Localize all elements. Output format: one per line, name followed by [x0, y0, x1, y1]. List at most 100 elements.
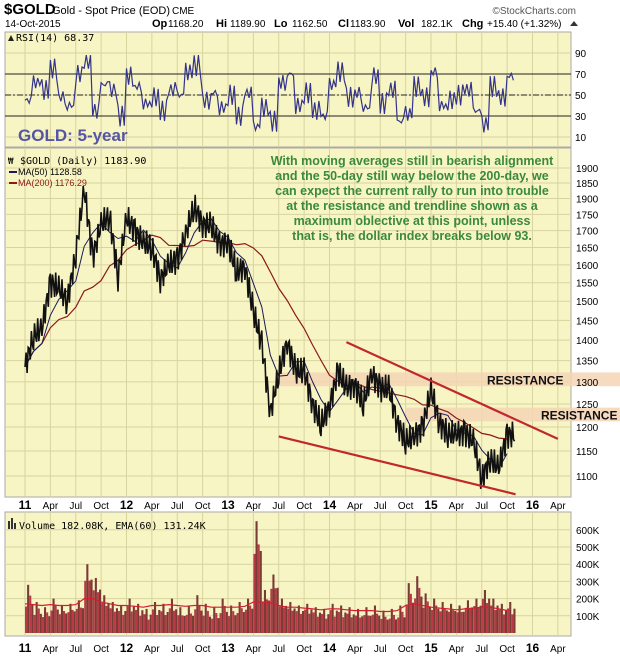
volume-bar [37, 608, 40, 633]
volume-bar [80, 607, 83, 633]
volume-bar [308, 613, 311, 633]
volume-bar [266, 599, 269, 633]
volume-bar [485, 603, 488, 633]
volume-bar [166, 612, 169, 633]
volume-bar [386, 619, 389, 633]
volume-value: 182.1K [421, 19, 453, 30]
volume-bar [90, 579, 93, 633]
rsi-panel [4, 31, 572, 148]
volume-bar [291, 610, 294, 633]
x-tick-label: Oct [398, 644, 414, 655]
volume-bar [126, 605, 129, 633]
price-tick-label: 1700 [576, 227, 599, 238]
up-arrow-icon [570, 21, 578, 26]
volume-bar [255, 521, 258, 633]
volume-bar [192, 615, 195, 633]
volume-bar [359, 617, 362, 633]
volume-bar [196, 595, 199, 633]
volume-bar [496, 605, 499, 633]
volume-bar [223, 605, 226, 633]
x-tick-label: Apr [144, 644, 160, 655]
volume-bar [335, 610, 338, 633]
volume-bar [200, 610, 203, 633]
x-tick-label: 11 [19, 498, 32, 512]
price-tick-label: 1250 [576, 400, 599, 411]
volume-bar [164, 615, 167, 633]
volume-bar [346, 613, 349, 633]
volume-bar [369, 615, 372, 633]
price-tick-label: 1400 [576, 336, 599, 347]
volume-bar [450, 603, 453, 633]
x-tick-label: Oct [195, 501, 211, 512]
x-tick-label: 16 [526, 641, 540, 655]
volume-bar [278, 606, 281, 633]
volume-tick-label: 400K [576, 560, 600, 571]
x-tick-label: 14 [323, 498, 337, 512]
rsi-tick-label: 50 [575, 91, 587, 102]
x-tick-label: 14 [323, 641, 337, 655]
volume-bar [445, 610, 448, 633]
x-tick-label: Jul [374, 501, 387, 512]
x-tick-label: 16 [526, 498, 540, 512]
volume-bar [54, 605, 57, 633]
volume-bar [299, 613, 302, 633]
volume-bar [405, 604, 408, 633]
volume-bar [295, 611, 298, 633]
volume-bar [251, 608, 254, 633]
symbol: $GOLD [4, 1, 56, 18]
volume-bar [411, 602, 414, 633]
volume-bar [118, 611, 121, 633]
x-tick-label: 11 [19, 641, 32, 655]
rsi-legend: RSI(14) 68.37 [16, 33, 94, 44]
volume-bar [185, 614, 188, 633]
volume-bar [109, 608, 112, 633]
volume-bar [471, 607, 474, 633]
annotation-line: can expect the current rally to run into… [275, 184, 549, 198]
x-tick-label: Apr [550, 644, 566, 655]
volume-bar [99, 589, 102, 633]
x-tick-label: Jul [171, 501, 184, 512]
x-tick-label: Oct [499, 501, 515, 512]
volume-bar [141, 610, 144, 633]
x-tick-label: Jul [171, 644, 184, 655]
price-legend: $GOLD (Daily) 1183.90 [20, 156, 146, 167]
instrument-name: Gold - Spot Price (EOD) [52, 5, 170, 17]
x-tick-label: Apr [347, 644, 363, 655]
volume-bar [206, 610, 209, 633]
x-tick-label: Oct [296, 644, 312, 655]
change-label: Chg [462, 18, 483, 30]
volume-bar [105, 605, 108, 633]
volume-bar [409, 593, 412, 633]
x-tick-label: Oct [195, 644, 211, 655]
x-tick-label: Jul [272, 644, 285, 655]
volume-bar [424, 593, 427, 633]
volume-bar [473, 606, 476, 633]
x-tick-label: 15 [424, 498, 438, 512]
x-tick-label: Oct [93, 501, 109, 512]
volume-bar [365, 607, 368, 633]
resistance-zone [405, 407, 620, 422]
volume-bar [44, 607, 47, 633]
volume-bar [395, 619, 398, 633]
x-tick-label: 12 [120, 498, 134, 512]
volume-bar [198, 605, 201, 633]
price-tick-label: 1150 [576, 447, 598, 458]
volume-bar [67, 612, 70, 633]
open-value: 1168.20 [168, 19, 204, 30]
x-tick-label: Apr [43, 501, 59, 512]
volume-bar [63, 611, 66, 633]
volume-bar [177, 615, 180, 633]
volume-bar [128, 598, 131, 633]
volume-bar [162, 603, 165, 633]
change-value: +15.40 (+1.32%) [487, 19, 562, 30]
volume-bar [29, 595, 32, 633]
low-label: Lo [274, 18, 288, 30]
x-tick-label: 13 [221, 498, 235, 512]
volume-bar [35, 602, 38, 633]
volume-bar [513, 608, 516, 633]
x-tick-label: Jul [69, 644, 82, 655]
volume-bar [263, 590, 266, 633]
volume-bar [282, 607, 285, 633]
volume-bar [261, 601, 264, 633]
